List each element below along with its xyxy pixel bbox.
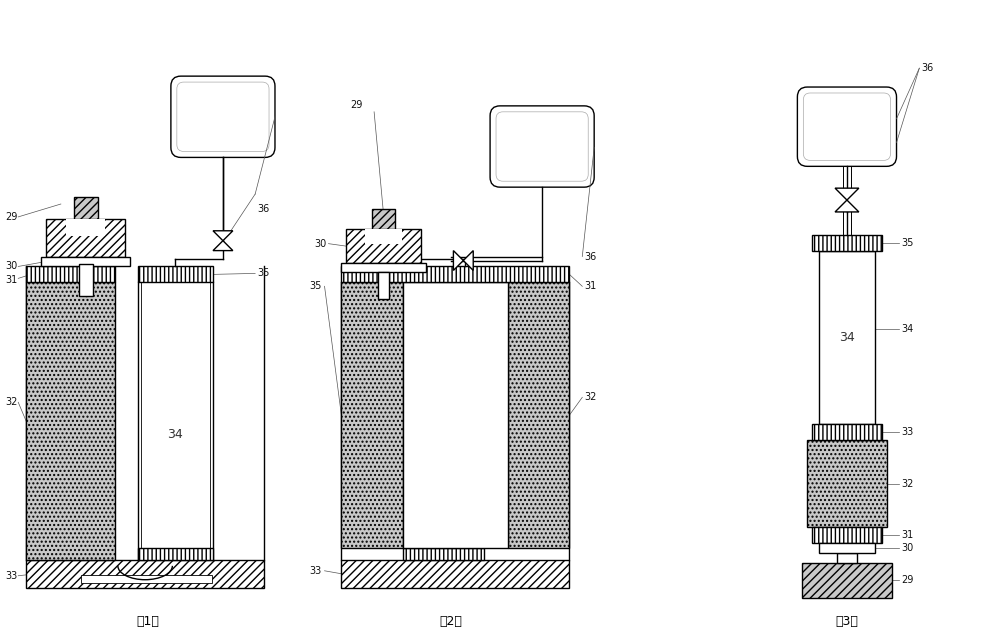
Bar bbox=[403, 548, 484, 560]
Polygon shape bbox=[213, 231, 233, 241]
Polygon shape bbox=[835, 188, 859, 200]
Text: 33: 33 bbox=[309, 566, 322, 575]
FancyBboxPatch shape bbox=[797, 87, 897, 167]
Polygon shape bbox=[453, 251, 463, 271]
Text: 36: 36 bbox=[257, 204, 269, 214]
Bar bbox=[802, 563, 892, 598]
Bar bbox=[508, 283, 569, 548]
Bar bbox=[341, 263, 426, 272]
Text: 30: 30 bbox=[901, 543, 914, 553]
Text: 30: 30 bbox=[5, 262, 18, 271]
Bar bbox=[81, 575, 212, 582]
Text: 29: 29 bbox=[901, 575, 914, 585]
Bar bbox=[812, 424, 882, 440]
FancyBboxPatch shape bbox=[496, 112, 588, 181]
Bar bbox=[46, 219, 125, 256]
Text: 35: 35 bbox=[309, 281, 322, 292]
Text: 31: 31 bbox=[584, 281, 597, 292]
Text: 34: 34 bbox=[167, 429, 183, 441]
FancyBboxPatch shape bbox=[171, 76, 275, 158]
Text: 33: 33 bbox=[5, 571, 18, 581]
Text: 31: 31 bbox=[901, 530, 914, 540]
Polygon shape bbox=[463, 251, 473, 271]
Bar bbox=[812, 527, 882, 543]
Text: 34: 34 bbox=[901, 323, 914, 334]
Bar bbox=[341, 560, 569, 588]
Text: 29: 29 bbox=[5, 212, 18, 222]
Text: 32: 32 bbox=[5, 397, 18, 407]
Bar bbox=[66, 219, 105, 236]
Bar bbox=[138, 267, 213, 283]
Text: 30: 30 bbox=[314, 239, 327, 249]
Text: 35: 35 bbox=[901, 238, 914, 248]
Bar bbox=[26, 283, 115, 560]
Bar bbox=[41, 256, 130, 267]
Text: 36: 36 bbox=[584, 251, 597, 262]
Bar bbox=[365, 229, 402, 244]
Text: 35: 35 bbox=[257, 269, 270, 278]
Bar bbox=[403, 283, 508, 548]
FancyBboxPatch shape bbox=[803, 93, 891, 160]
Bar bbox=[812, 235, 882, 251]
Text: 33: 33 bbox=[901, 427, 914, 437]
FancyBboxPatch shape bbox=[177, 82, 269, 151]
Bar bbox=[341, 267, 569, 283]
Text: 34: 34 bbox=[448, 422, 463, 435]
Text: （3）: （3） bbox=[836, 615, 858, 628]
Bar bbox=[26, 267, 115, 283]
Bar bbox=[819, 543, 875, 553]
Bar bbox=[372, 209, 395, 229]
Bar bbox=[837, 553, 857, 563]
Bar bbox=[341, 283, 403, 548]
Bar bbox=[74, 197, 98, 219]
Text: 31: 31 bbox=[5, 276, 18, 285]
Text: （1）: （1） bbox=[137, 615, 160, 628]
Text: 36: 36 bbox=[921, 63, 934, 73]
Bar bbox=[807, 440, 887, 527]
Polygon shape bbox=[835, 200, 859, 212]
Text: 29: 29 bbox=[350, 100, 362, 110]
Bar bbox=[378, 272, 389, 299]
Bar bbox=[26, 560, 264, 588]
Bar bbox=[79, 265, 93, 296]
Text: 32: 32 bbox=[901, 478, 914, 489]
Bar bbox=[138, 548, 213, 560]
FancyBboxPatch shape bbox=[490, 106, 594, 187]
Text: 32: 32 bbox=[584, 392, 597, 403]
Bar bbox=[346, 229, 421, 263]
Bar bbox=[141, 283, 210, 560]
Text: 34: 34 bbox=[839, 331, 855, 344]
Text: （2）: （2） bbox=[439, 615, 462, 628]
Bar bbox=[819, 251, 875, 424]
Polygon shape bbox=[213, 241, 233, 251]
